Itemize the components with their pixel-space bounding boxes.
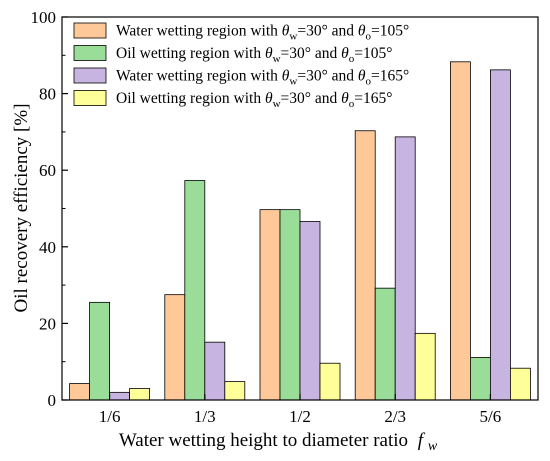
y-tick-label: 0 <box>48 391 57 410</box>
bar <box>319 362 341 401</box>
bar <box>204 341 226 401</box>
legend-entry: Water wetting region with θw=30° and θo=… <box>116 68 409 88</box>
bar <box>89 301 110 401</box>
legend-swatch <box>73 67 107 84</box>
bar <box>449 61 471 401</box>
bar <box>129 388 151 401</box>
x-tick-label: 5/6 <box>480 407 502 426</box>
y-axis: 0 20 40 60 80 100 <box>31 8 68 410</box>
bar <box>414 332 436 401</box>
legend-swatch <box>73 22 107 39</box>
bar <box>374 287 396 401</box>
bar <box>164 294 186 401</box>
legend: Water wetting region with θw=30° and θo=… <box>73 22 409 110</box>
bar <box>184 180 206 401</box>
y-tick-label: 20 <box>39 314 56 333</box>
legend-swatch <box>73 90 107 106</box>
legend-entry: Oil wetting region with θw=30° and θo=16… <box>116 90 392 110</box>
legend-entry: Water wetting region with θw=30° and θo=… <box>116 23 409 43</box>
x-tick-label: 1/6 <box>99 407 121 426</box>
x-tick-label: 2/3 <box>384 407 406 426</box>
legend-entry: Oil wetting region with θw=30° and θo=10… <box>116 45 392 65</box>
bars-group <box>69 61 531 401</box>
x-axis-label-sub: w <box>428 439 438 454</box>
x-axis: 1/6 1/3 1/2 2/3 5/6 <box>99 394 502 426</box>
y-tick-label: 100 <box>31 8 57 27</box>
x-axis-label-text: Water wetting height to diameter ratio <box>119 430 408 451</box>
x-axis-label: Water wetting height to diameter ratio f… <box>119 430 438 454</box>
bar <box>279 209 301 401</box>
x-tick-label: 1/3 <box>194 407 216 426</box>
bar <box>469 357 491 401</box>
bar <box>299 221 321 401</box>
bar <box>109 391 130 401</box>
y-tick-label: 80 <box>39 85 56 104</box>
bar <box>394 136 416 401</box>
y-tick-label: 40 <box>39 238 56 257</box>
bar <box>354 130 376 401</box>
x-axis-label-var: f <box>418 430 426 451</box>
bar <box>259 209 281 401</box>
bar <box>224 381 246 401</box>
bar <box>509 367 531 401</box>
y-tick-label: 60 <box>39 161 56 180</box>
legend-swatch <box>73 45 107 61</box>
bar <box>69 383 90 401</box>
y-axis-label: Oil recovery efficiency [%] <box>11 103 32 312</box>
x-tick-label: 1/2 <box>289 407 311 426</box>
bar <box>489 69 511 401</box>
